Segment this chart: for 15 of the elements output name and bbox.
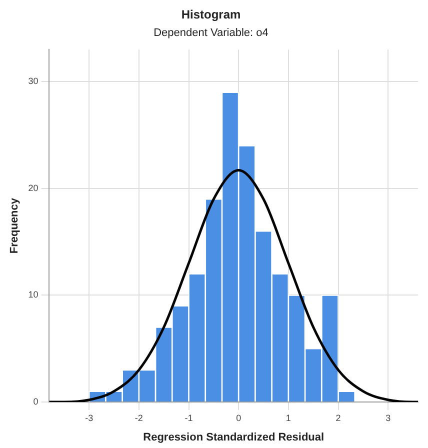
- y-tick-label: 20: [28, 182, 38, 193]
- x-tick-label: 1: [286, 412, 291, 423]
- chart-title: Histogram: [181, 8, 241, 22]
- y-tick-label: 30: [28, 76, 38, 86]
- x-tick-label: -1: [184, 412, 193, 423]
- y-tick-label: 10: [28, 290, 38, 300]
- chart-subtitle: Dependent Variable: o4: [154, 27, 268, 40]
- x-axis-title: Regression Standardized Residual: [143, 431, 324, 444]
- x-tick-label: 3: [386, 412, 391, 423]
- y-axis-title: Frequency: [8, 197, 21, 254]
- x-tick-label: 0: [236, 412, 242, 423]
- x-tick-label: 2: [336, 412, 341, 423]
- x-tick-label: -3: [85, 412, 94, 423]
- x-tick-label: -2: [134, 412, 143, 423]
- y-tick-label: 0: [33, 396, 38, 406]
